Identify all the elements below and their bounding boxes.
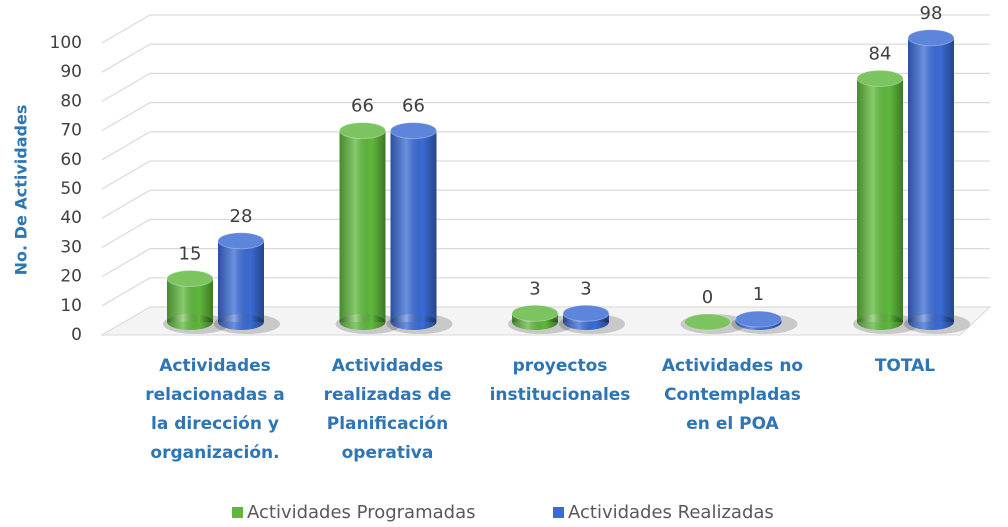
- bar-bottom-shade: [390, 314, 437, 330]
- bar-shading: [339, 130, 386, 322]
- grid-line: [101, 72, 990, 102]
- data-label: 0: [702, 287, 713, 308]
- grid-line: [101, 101, 990, 132]
- bar-top-light: [857, 70, 903, 87]
- y-tick-label: 40: [60, 208, 82, 228]
- bar-top-light: [167, 270, 213, 287]
- grid-line: [101, 248, 990, 278]
- grid-line: [101, 14, 990, 44]
- y-tick-label: 90: [60, 62, 82, 82]
- bar-shading: [857, 78, 903, 323]
- bar-top: [217, 232, 265, 250]
- data-label: 3: [580, 278, 591, 299]
- bar-top-light: [908, 29, 954, 46]
- x-tick-label: proyectos institucionales: [489, 356, 631, 405]
- data-label: 66: [351, 96, 374, 117]
- legend-label: Actividades Programadas: [247, 502, 475, 523]
- y-tick-label: 20: [60, 267, 82, 287]
- bar-shading: [908, 37, 954, 323]
- bar-top: [390, 122, 437, 140]
- grid-line: [101, 277, 990, 307]
- bar-top-light: [218, 232, 264, 249]
- bar-bottom-shade: [908, 314, 954, 330]
- y-tick-label: 100: [50, 33, 82, 53]
- bar-top-light: [684, 314, 731, 330]
- bar-top: [166, 270, 214, 287]
- bar-shading: [218, 240, 264, 322]
- y-axis-title: No. De Actividades: [12, 105, 31, 276]
- bar-bottom-shade: [218, 314, 264, 330]
- bar-top-light: [512, 305, 558, 322]
- bar-top: [907, 29, 955, 47]
- grid-line: [101, 160, 990, 190]
- bar-top-light: [735, 311, 782, 328]
- legend-swatch: [232, 507, 243, 518]
- bar-top: [735, 310, 782, 328]
- bar-top-light: [339, 122, 386, 139]
- grid-line: [101, 189, 990, 219]
- y-tick-label: 30: [60, 237, 82, 257]
- bar-top: [684, 313, 731, 331]
- data-label: 28: [230, 206, 253, 227]
- data-label: 98: [920, 3, 943, 24]
- bar-bottom-shade: [167, 314, 213, 330]
- legend-swatch: [553, 507, 564, 518]
- bar-top-light: [563, 305, 609, 322]
- bar-top: [339, 122, 386, 140]
- y-tick-label: 10: [60, 296, 82, 316]
- data-label: 1: [753, 284, 764, 305]
- grid-line: [101, 131, 990, 161]
- legend-label: Actividades Realizadas: [568, 502, 774, 523]
- bar-bottom-shade: [857, 314, 903, 330]
- x-tick-label: Actividades no Contempladas en el POA: [661, 356, 804, 434]
- grid-line: [101, 43, 990, 73]
- x-tick-label: TOTAL: [874, 356, 936, 376]
- data-label: 84: [869, 43, 892, 64]
- data-label: 3: [529, 278, 540, 299]
- x-tick-label: Actividades relacionadas a la dirección …: [145, 356, 285, 463]
- y-tick-label: 0: [71, 325, 82, 345]
- bar-bottom-shade: [339, 314, 386, 330]
- y-tick-label: 60: [60, 150, 82, 170]
- bar-top: [511, 304, 559, 322]
- y-tick-label: 80: [60, 91, 82, 111]
- bar-top-light: [390, 122, 437, 139]
- x-tick-label: Actividades realizadas de Planificación …: [323, 356, 452, 463]
- grid-line: [101, 218, 990, 248]
- bar-shading: [390, 130, 437, 322]
- y-tick-label: 70: [60, 121, 82, 141]
- data-label: 15: [179, 244, 202, 265]
- bar-top: [562, 304, 610, 322]
- bar-top: [856, 69, 904, 87]
- y-tick-label: 50: [60, 179, 82, 199]
- data-label: 66: [402, 96, 425, 117]
